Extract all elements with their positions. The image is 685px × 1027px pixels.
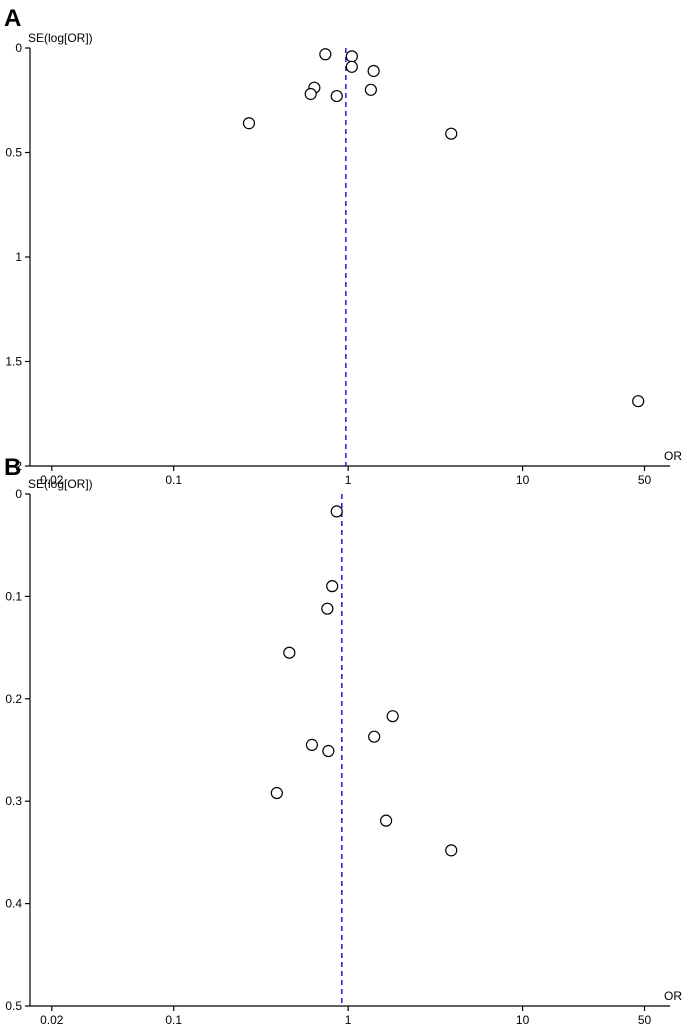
y-axis-label: SE(log[OR]): [28, 477, 93, 491]
x-tick-label: 10: [516, 1013, 530, 1027]
y-tick-label: 1: [15, 250, 22, 264]
y-tick-label: 0.2: [5, 692, 22, 706]
x-tick-label: 0.02: [40, 1013, 64, 1027]
data-point: [322, 744, 335, 758]
y-tick-label: 0.5: [5, 146, 22, 160]
x-tick-label: 0.02: [40, 473, 64, 487]
data-point: [345, 60, 358, 73]
plot-b-marks: 0 0.1 0.2 0.3 0.4 0.5 0.02 0.1 1 10 50 SE(log[OR]) O…: [5, 477, 682, 1027]
data-point: [305, 738, 319, 751]
x-tick-label: 1: [345, 473, 352, 487]
plot-a-marks: 0 0.5 1 1.5 2 0.02 0.1 1 10 50 SE(log[OR]) OR: [5, 31, 682, 487]
data-point: [304, 87, 317, 101]
y-tick-label: 0.4: [5, 897, 22, 911]
data-point: [270, 786, 283, 800]
x-tick-label: 1: [345, 1013, 352, 1027]
y-tick-label: 0.1: [5, 589, 22, 603]
funnel-plot-b: B 0 0.1 0.2 0.3 0.4 0.5 0.02 0.1 1 10 50 SE(log[OR]…: [4, 454, 682, 1027]
x-tick-label: 0.1: [165, 1013, 182, 1027]
panel-label-b: B: [4, 454, 21, 481]
y-tick-label: 2: [15, 459, 22, 473]
x-axis-label: OR: [664, 989, 682, 1003]
data-point: [386, 710, 399, 723]
data-point: [445, 127, 458, 140]
data-point: [367, 64, 380, 78]
x-tick-label: 50: [638, 473, 652, 487]
data-point: [379, 814, 393, 827]
x-axis-label: OR: [664, 449, 682, 463]
y-tick-label: 1.5: [5, 355, 22, 369]
data-point: [326, 580, 339, 593]
x-tick-label: 50: [638, 1013, 652, 1027]
x-tick-label: 10: [516, 473, 530, 487]
data-point: [330, 89, 343, 103]
panel-label-a: A: [4, 5, 21, 32]
data-point: [364, 83, 377, 96]
x-tick-label: 0.1: [165, 473, 182, 487]
data-point: [330, 505, 343, 518]
data-point: [319, 48, 332, 61]
data-point: [242, 117, 256, 130]
funnel-plot-a: A 0 0.5 1 1.5 2 0.02 0.1 1 10 50 SE(log[OR]) OR: [4, 5, 682, 487]
y-tick-label: 0.3: [5, 794, 22, 808]
data-point: [632, 395, 645, 408]
y-tick-label: 0: [15, 41, 22, 55]
data-point: [445, 844, 458, 857]
y-tick-label: 0: [15, 487, 22, 501]
y-axis-label: SE(log[OR]): [28, 31, 93, 45]
data-point: [321, 602, 334, 615]
y-tick-label: 0.5: [5, 999, 22, 1013]
data-point: [283, 646, 296, 659]
data-point: [368, 730, 381, 743]
data-point: [345, 50, 358, 63]
